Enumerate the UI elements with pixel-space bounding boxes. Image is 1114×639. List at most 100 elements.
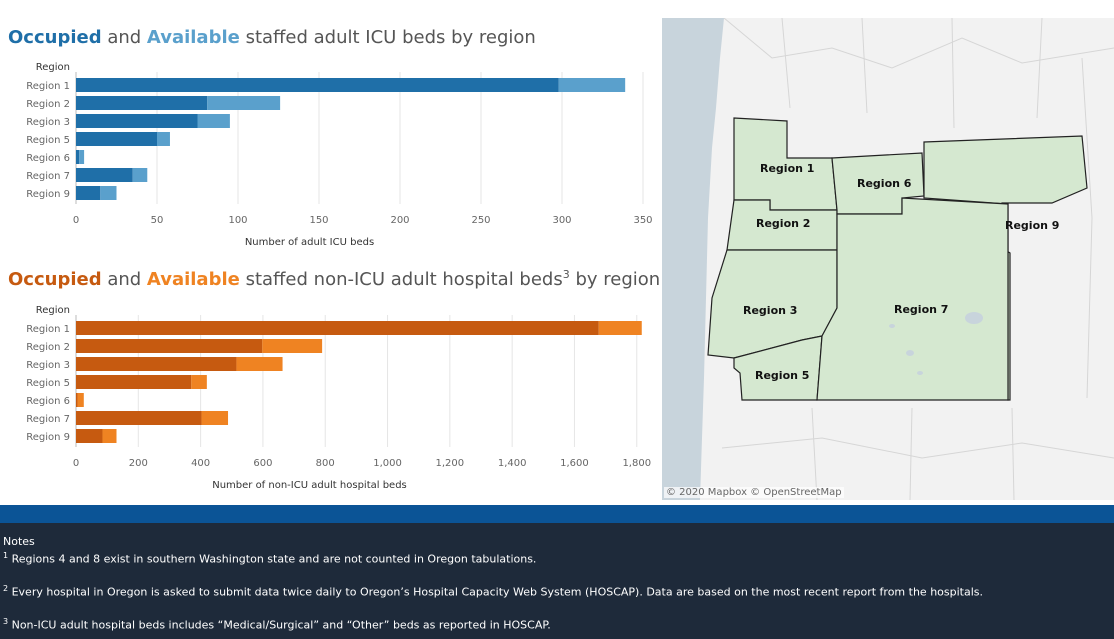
icu-region-axis-header: Region — [36, 62, 70, 73]
nonicu-category-label: Region 9 — [26, 432, 70, 443]
nonicu-x-axis-label: Number of non-ICU adult hospital beds — [212, 480, 407, 491]
icu-category-label: Region 2 — [26, 99, 70, 110]
nonicu-bar-occupied[interactable] — [76, 375, 192, 389]
map-region-5[interactable] — [733, 335, 823, 401]
note-1: 1 Regions 4 and 8 exist in southern Wash… — [3, 551, 536, 566]
icu-bar-available[interactable] — [558, 78, 626, 92]
icu-title-available: Available — [146, 27, 240, 48]
nonicu-bar-occupied[interactable] — [76, 393, 78, 407]
icu-bar-occupied[interactable] — [76, 96, 208, 110]
icu-x-tick-label: 200 — [390, 215, 409, 226]
icu-bar-available[interactable] — [79, 150, 85, 164]
nonicu-x-tick-label: 400 — [191, 458, 210, 469]
nonicu-title-and: and — [101, 269, 147, 290]
ocean — [662, 18, 724, 500]
nonicu-bar-available[interactable] — [201, 411, 229, 425]
icu-category-label: Region 3 — [26, 117, 70, 128]
nonicu-bar-available[interactable] — [191, 375, 207, 389]
icu-chart-title: Occupied and Available staffed adult ICU… — [8, 27, 536, 48]
icu-x-tick-label: 100 — [228, 215, 247, 226]
icu-title-occupied: Occupied — [8, 27, 102, 48]
nonicu-category-label: Region 3 — [26, 360, 70, 371]
oregon-map-svg: Region 1 Region 2 Region 3 Region 5 Regi… — [662, 18, 1114, 500]
nonicu-x-tick-label: 1,000 — [373, 458, 402, 469]
map-background-lines — [721, 18, 1114, 500]
nonicu-x-tick-label: 1,600 — [560, 458, 589, 469]
nonicu-title-footnote: 3 — [562, 268, 570, 281]
note-2-marker: 2 — [3, 584, 9, 593]
map-region-7[interactable] — [816, 197, 1009, 401]
icu-category-label: Region 5 — [26, 135, 70, 146]
nonicu-category-label: Region 6 — [26, 396, 70, 407]
note-2: 2 Every hospital in Oregon is asked to s… — [3, 584, 983, 599]
nonicu-x-tick-label: 800 — [316, 458, 335, 469]
nonicu-category-label: Region 2 — [26, 342, 70, 353]
icu-title-and: and — [101, 27, 147, 48]
map-region-labels: Region 1 Region 2 Region 3 Region 5 Regi… — [743, 162, 1059, 382]
nonicu-title-rest: staffed non-ICU adult hospital beds — [239, 269, 563, 290]
icu-category-label: Region 9 — [26, 189, 70, 200]
icu-bar-available[interactable] — [207, 96, 281, 110]
icu-x-tick-label: 250 — [471, 215, 490, 226]
note-3-marker: 3 — [3, 617, 9, 626]
nonicu-category-label: Region 1 — [26, 324, 70, 335]
icu-bar-chart: Region 0 50 100 150 200 250 300 350 Region 1 Regio… — [26, 62, 652, 248]
nonicu-bar-occupied[interactable] — [76, 321, 599, 335]
icu-bar-available[interactable] — [157, 132, 170, 146]
map-regions — [707, 117, 1088, 401]
section-divider-bar — [0, 505, 1114, 523]
icu-bar-occupied[interactable] — [76, 168, 133, 182]
icu-bar-available[interactable] — [197, 114, 230, 128]
nonicu-bar-available[interactable] — [77, 393, 84, 407]
nonicu-title-rest2: by region — [569, 269, 661, 290]
map-label-region-3: Region 3 — [743, 304, 797, 317]
map-label-region-5: Region 5 — [755, 369, 809, 382]
map-attribution[interactable]: © 2020 Mapbox © OpenStreetMap — [664, 487, 844, 498]
note-2-text: Every hospital in Oregon is asked to sub… — [8, 585, 984, 599]
icu-x-tick-label: 300 — [552, 215, 571, 226]
nonicu-bar-occupied[interactable] — [76, 339, 263, 353]
note-1-text: Regions 4 and 8 exist in southern Washin… — [8, 552, 537, 566]
map-label-region-7: Region 7 — [894, 303, 948, 316]
nonicu-region-axis-header: Region — [36, 305, 70, 316]
note-3: 3 Non-ICU adult hospital beds includes “… — [3, 617, 551, 632]
nonicu-category-label: Region 5 — [26, 378, 70, 389]
icu-category-label: Region 7 — [26, 171, 70, 182]
nonicu-bar-occupied[interactable] — [76, 357, 237, 371]
icu-bar-available[interactable] — [100, 186, 117, 200]
nonicu-x-tick-label: 1,800 — [622, 458, 651, 469]
icu-bar-occupied[interactable] — [76, 150, 80, 164]
icu-bar-occupied[interactable] — [76, 114, 198, 128]
icu-x-tick-label: 50 — [151, 215, 164, 226]
icu-category-label: Region 6 — [26, 153, 70, 164]
map-label-region-2: Region 2 — [756, 217, 810, 230]
icu-x-axis-label: Number of adult ICU beds — [245, 237, 374, 248]
icu-x-tick-label: 350 — [633, 215, 652, 226]
region-map[interactable]: Region 1 Region 2 Region 3 Region 5 Regi… — [662, 18, 1114, 500]
nonicu-x-tick-label: 200 — [129, 458, 148, 469]
nonicu-bar-chart: Region 0 200 400 600 800 1,000 1,200 1,400 1,600 1… — [26, 305, 651, 491]
nonicu-bar-available[interactable] — [102, 429, 117, 443]
notes-panel: Notes 1 Regions 4 and 8 exist in souther… — [0, 523, 1114, 639]
icu-bar-available[interactable] — [132, 168, 148, 182]
icu-x-tick-label: 0 — [73, 215, 79, 226]
nonicu-title-available: Available — [146, 269, 240, 290]
icu-bar-occupied[interactable] — [76, 132, 157, 146]
icu-bar-occupied[interactable] — [76, 186, 101, 200]
note-1-marker: 1 — [3, 551, 9, 560]
nonicu-bar-occupied[interactable] — [76, 429, 103, 443]
nonicu-category-label: Region 7 — [26, 414, 70, 425]
nonicu-x-tick-label: 600 — [253, 458, 272, 469]
nonicu-x-tick-label: 1,400 — [498, 458, 527, 469]
nonicu-bar-available[interactable] — [236, 357, 283, 371]
icu-x-tick-label: 150 — [309, 215, 328, 226]
icu-bar-occupied[interactable] — [76, 78, 559, 92]
nonicu-x-tick-label: 0 — [73, 458, 79, 469]
nonicu-bar-available[interactable] — [598, 321, 642, 335]
nonicu-bar-occupied[interactable] — [76, 411, 202, 425]
note-3-text: Non-ICU adult hospital beds includes “Me… — [8, 618, 551, 632]
map-lakes — [889, 312, 983, 375]
notes-heading: Notes — [3, 535, 35, 548]
icu-category-label: Region 1 — [26, 81, 70, 92]
nonicu-bar-available[interactable] — [262, 339, 323, 353]
